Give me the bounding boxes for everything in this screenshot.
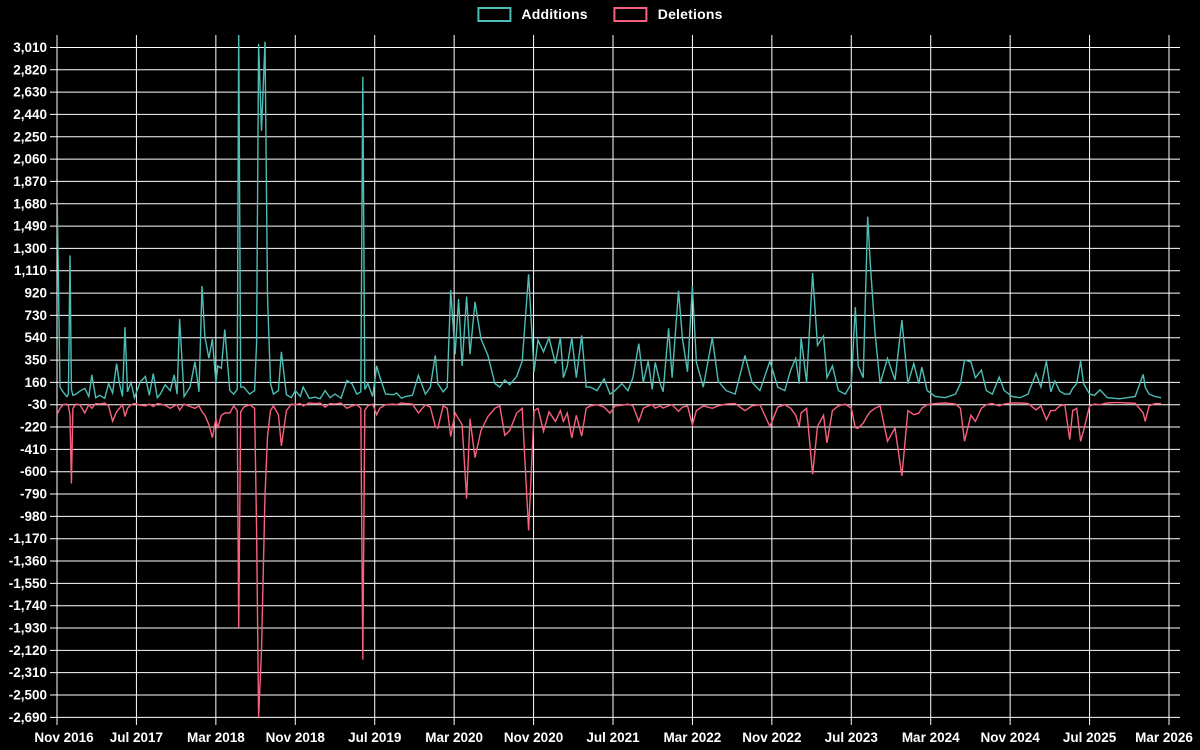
y-tick-label: -790 [20, 487, 47, 502]
y-tick-label: 920 [24, 286, 47, 301]
x-tick-label: Jul 2025 [1063, 730, 1117, 745]
y-tick-label: 1,110 [14, 263, 47, 278]
y-tick-label: -2,310 [9, 665, 47, 680]
y-tick-label: -980 [20, 509, 47, 524]
y-tick-label: 2,440 [13, 107, 47, 122]
x-tick-label: Jul 2023 [825, 730, 879, 745]
y-tick-label: -1,930 [9, 621, 47, 636]
y-tick-label: 1,490 [13, 219, 47, 234]
legend: Additions Deletions [477, 6, 722, 22]
y-tick-label: 2,060 [13, 152, 47, 167]
deletions-series-line [57, 401, 1162, 718]
y-tick-label: 1,870 [13, 174, 47, 189]
x-tick-label: Mar 2024 [902, 730, 960, 745]
y-tick-label: 1,300 [13, 241, 47, 256]
x-tick-label: Nov 2022 [742, 730, 801, 745]
x-tick-label: Mar 2020 [425, 730, 483, 745]
y-tick-label: -2,690 [9, 710, 47, 725]
y-tick-label: 1,680 [13, 196, 47, 211]
legend-item-additions[interactable]: Additions [477, 6, 588, 22]
x-tick-label: Nov 2020 [504, 730, 563, 745]
y-tick-label: -1,740 [9, 598, 47, 613]
x-tick-label: Jul 2019 [348, 730, 401, 745]
x-tick-label: Jul 2017 [110, 730, 163, 745]
y-tick-label: -30 [27, 397, 47, 412]
deletions-swatch-icon [613, 6, 648, 22]
y-tick-label: -220 [20, 420, 47, 435]
y-tick-label: -1,170 [9, 531, 47, 546]
legend-item-deletions[interactable]: Deletions [613, 6, 723, 22]
y-tick-label: -1,360 [9, 554, 47, 569]
x-tick-label: Mar 2022 [664, 730, 722, 745]
y-tick-label: 2,630 [13, 85, 47, 100]
legend-additions-label: Additions [521, 6, 588, 22]
y-tick-label: -410 [20, 442, 47, 457]
x-tick-label: Mar 2026 [1135, 730, 1193, 745]
y-tick-label: 3,010 [13, 40, 47, 55]
x-tick-label: Nov 2016 [34, 730, 94, 745]
y-tick-label: 350 [24, 353, 47, 368]
y-tick-label: -2,120 [9, 643, 47, 658]
y-tick-label: 540 [24, 330, 47, 345]
legend-deletions-label: Deletions [657, 6, 723, 22]
y-tick-label: 2,820 [13, 62, 47, 77]
y-tick-label: 730 [24, 308, 47, 323]
x-tick-label: Mar 2018 [187, 730, 245, 745]
y-tick-label: -1,550 [9, 576, 47, 591]
additions-swatch-icon [477, 6, 512, 22]
x-tick-label: Nov 2024 [980, 730, 1040, 745]
x-tick-label: Jul 2021 [586, 730, 640, 745]
y-tick-label: -2,500 [9, 688, 47, 703]
x-tick-label: Nov 2018 [266, 730, 326, 745]
y-tick-label: -600 [20, 464, 47, 479]
y-tick-label: 160 [24, 375, 47, 390]
y-tick-label: 2,250 [13, 129, 47, 144]
additions-series-line [57, 35, 1162, 401]
